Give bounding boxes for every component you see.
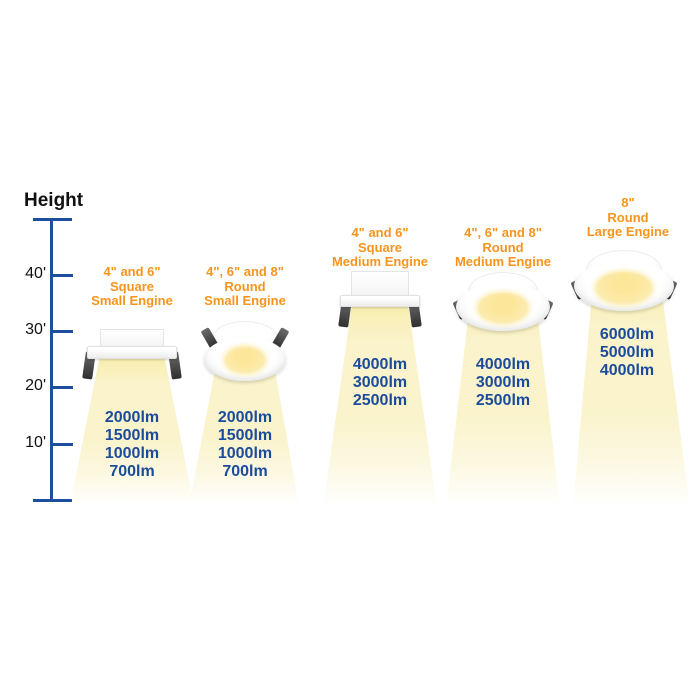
lumen-list-square-small: 2000lm 1500lm 1000lm 700lm xyxy=(82,409,182,481)
lumen-value: 4000lm xyxy=(599,362,655,379)
fixture-label-line: 8" xyxy=(621,195,635,210)
fixture-label-line: Small Engine xyxy=(204,293,286,308)
lumen-value: 2000lm xyxy=(104,409,160,426)
square-downlight-housing xyxy=(351,271,409,298)
fixture-label-line: 4" and 6" xyxy=(103,264,161,279)
lumen-value: 6000lm xyxy=(599,326,655,343)
fixture-label-square-small: 4" and 6" Square Small Engine xyxy=(72,264,192,309)
axis-title: Height xyxy=(24,190,84,211)
lumen-value: 1000lm xyxy=(217,445,273,462)
lumen-value: 3000lm xyxy=(475,374,531,391)
light-glow xyxy=(478,293,528,323)
axis-tick-30ft xyxy=(52,330,73,333)
height-axis-line xyxy=(50,218,53,502)
square-downlight-flange xyxy=(340,295,420,307)
fixture-label-line: Square xyxy=(357,239,403,255)
axis-tick-label-30ft: 30' xyxy=(25,321,46,338)
fixture-label-line: 4" and 6" xyxy=(351,225,409,240)
lumen-value: 3000lm xyxy=(352,374,408,391)
fixture-label-line: Round xyxy=(482,239,524,255)
square-downlight-flange xyxy=(87,346,177,359)
axis-tick-20ft xyxy=(52,386,73,389)
lumen-value: 1500lm xyxy=(217,427,273,444)
light-glow xyxy=(225,347,265,373)
fixture-label-line: Round xyxy=(607,209,649,225)
lumen-list-round-small: 2000lm 1500lm 1000lm 700lm xyxy=(195,409,295,481)
fixture-label-line: 4", 6" and 8" xyxy=(464,225,542,240)
lumen-list-round-medium: 4000lm 3000lm 2500lm xyxy=(453,356,553,410)
lumen-value: 1000lm xyxy=(104,445,160,462)
fixture-label-round-medium: 4", 6" and 8" Round Medium Engine xyxy=(438,225,568,270)
axis-tick-label-10ft: 10' xyxy=(25,434,46,451)
light-beam-round-large xyxy=(573,284,690,508)
axis-tick-40ft xyxy=(52,274,73,277)
axis-tick-label-20ft: 20' xyxy=(25,377,46,394)
fixture-label-round-large: 8" Round Large Engine xyxy=(563,195,693,240)
fixture-label-round-small: 4", 6" and 8" Round Small Engine xyxy=(183,264,307,309)
axis-tick-10ft xyxy=(52,443,73,446)
lumen-value: 1500lm xyxy=(104,427,160,444)
light-beam-square-medium xyxy=(323,304,437,508)
fixture-label-line: Round xyxy=(224,278,266,294)
light-beam-shape xyxy=(573,284,690,508)
axis-tick-label-40ft: 40' xyxy=(25,265,46,282)
fixture-label-line: Medium Engine xyxy=(454,254,552,269)
lumen-list-square-medium: 4000lm 3000lm 2500lm xyxy=(330,356,430,410)
lumen-value: 4000lm xyxy=(352,356,408,373)
lumen-value: 2000lm xyxy=(217,409,273,426)
axis-top-cap xyxy=(33,218,72,221)
fixture-label-line: 4", 6" and 8" xyxy=(206,264,284,279)
lumen-value: 4000lm xyxy=(475,356,531,373)
light-beam-square-small xyxy=(70,356,194,506)
lumen-value: 2500lm xyxy=(352,392,408,409)
fixture-label-line: Small Engine xyxy=(91,293,173,308)
fixture-label-line: Square xyxy=(109,278,155,294)
axis-bottom-cap xyxy=(33,499,72,502)
lumen-value: 2500lm xyxy=(475,392,531,409)
lumen-value: 700lm xyxy=(109,463,155,480)
fixture-label-line: Medium Engine xyxy=(331,254,429,269)
fixture-label-square-medium: 4" and 6" Square Medium Engine xyxy=(318,225,442,270)
lumen-list-round-large: 6000lm 5000lm 4000lm xyxy=(577,326,677,380)
lumen-value: 5000lm xyxy=(599,344,655,361)
lumen-value: 700lm xyxy=(222,463,268,480)
light-glow xyxy=(596,272,652,304)
light-beam-round-medium xyxy=(446,302,560,508)
fixture-label-line: Large Engine xyxy=(586,224,670,239)
